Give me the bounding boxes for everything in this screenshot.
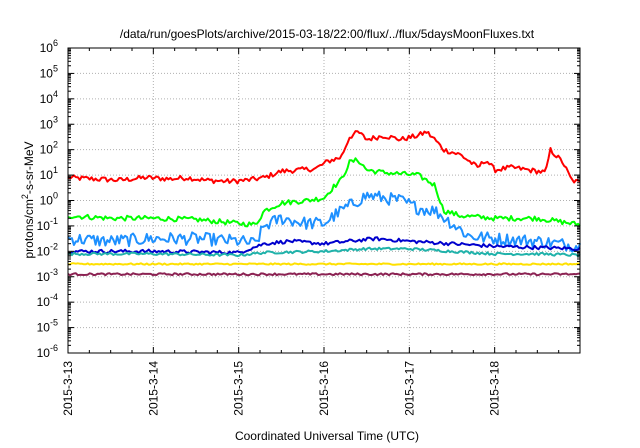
y-tick-label: 10-1 [37, 216, 58, 233]
y-tick-label: 101 [40, 165, 58, 182]
x-tick-label: 2015-3-13 [61, 361, 75, 416]
y-tick-label: 100 [40, 191, 58, 208]
x-axis-label: Coordinated Universal Time (UTC) [235, 429, 419, 443]
chart-title: /data/run/goesPlots/archive/2015-03-18/2… [120, 27, 535, 41]
series-line-3 [67, 190, 581, 253]
x-tick-label: 2015-3-14 [146, 361, 160, 416]
series-line-7 [67, 272, 581, 277]
series-line-5 [67, 246, 581, 258]
series-line-4 [68, 236, 581, 256]
y-tick-label: 102 [40, 140, 58, 157]
x-tick-label: 2015-3-17 [402, 361, 416, 416]
x-tick-label: 2015-3-16 [317, 361, 331, 416]
y-tick-label: 10-5 [37, 318, 58, 335]
y-tick-label: 103 [40, 114, 58, 131]
y-tick-label: 106 [40, 38, 58, 55]
y-tick-label: 10-4 [37, 292, 58, 309]
plot-frame [67, 47, 581, 354]
series-line-6 [67, 262, 581, 266]
y-tick-label: 10-3 [37, 267, 58, 284]
y-tick-label: 10-2 [37, 241, 58, 258]
y-axis-label: protons/cm2-s-sr-MeV [20, 141, 36, 258]
series-layer [67, 130, 581, 277]
y-tick-label: 104 [40, 89, 58, 106]
y-tick-label: 105 [40, 63, 58, 80]
series-line-1 [67, 130, 581, 185]
x-tick-label: 2015-3-15 [232, 361, 246, 416]
x-axis: 2015-3-13 2015-3-14 2015-3-15 2015-3-16 2015… [61, 48, 560, 416]
series-line-2 [67, 157, 581, 228]
x-tick-label: 2015-3-18 [488, 361, 502, 416]
y-tick-label: 10-6 [37, 343, 58, 360]
